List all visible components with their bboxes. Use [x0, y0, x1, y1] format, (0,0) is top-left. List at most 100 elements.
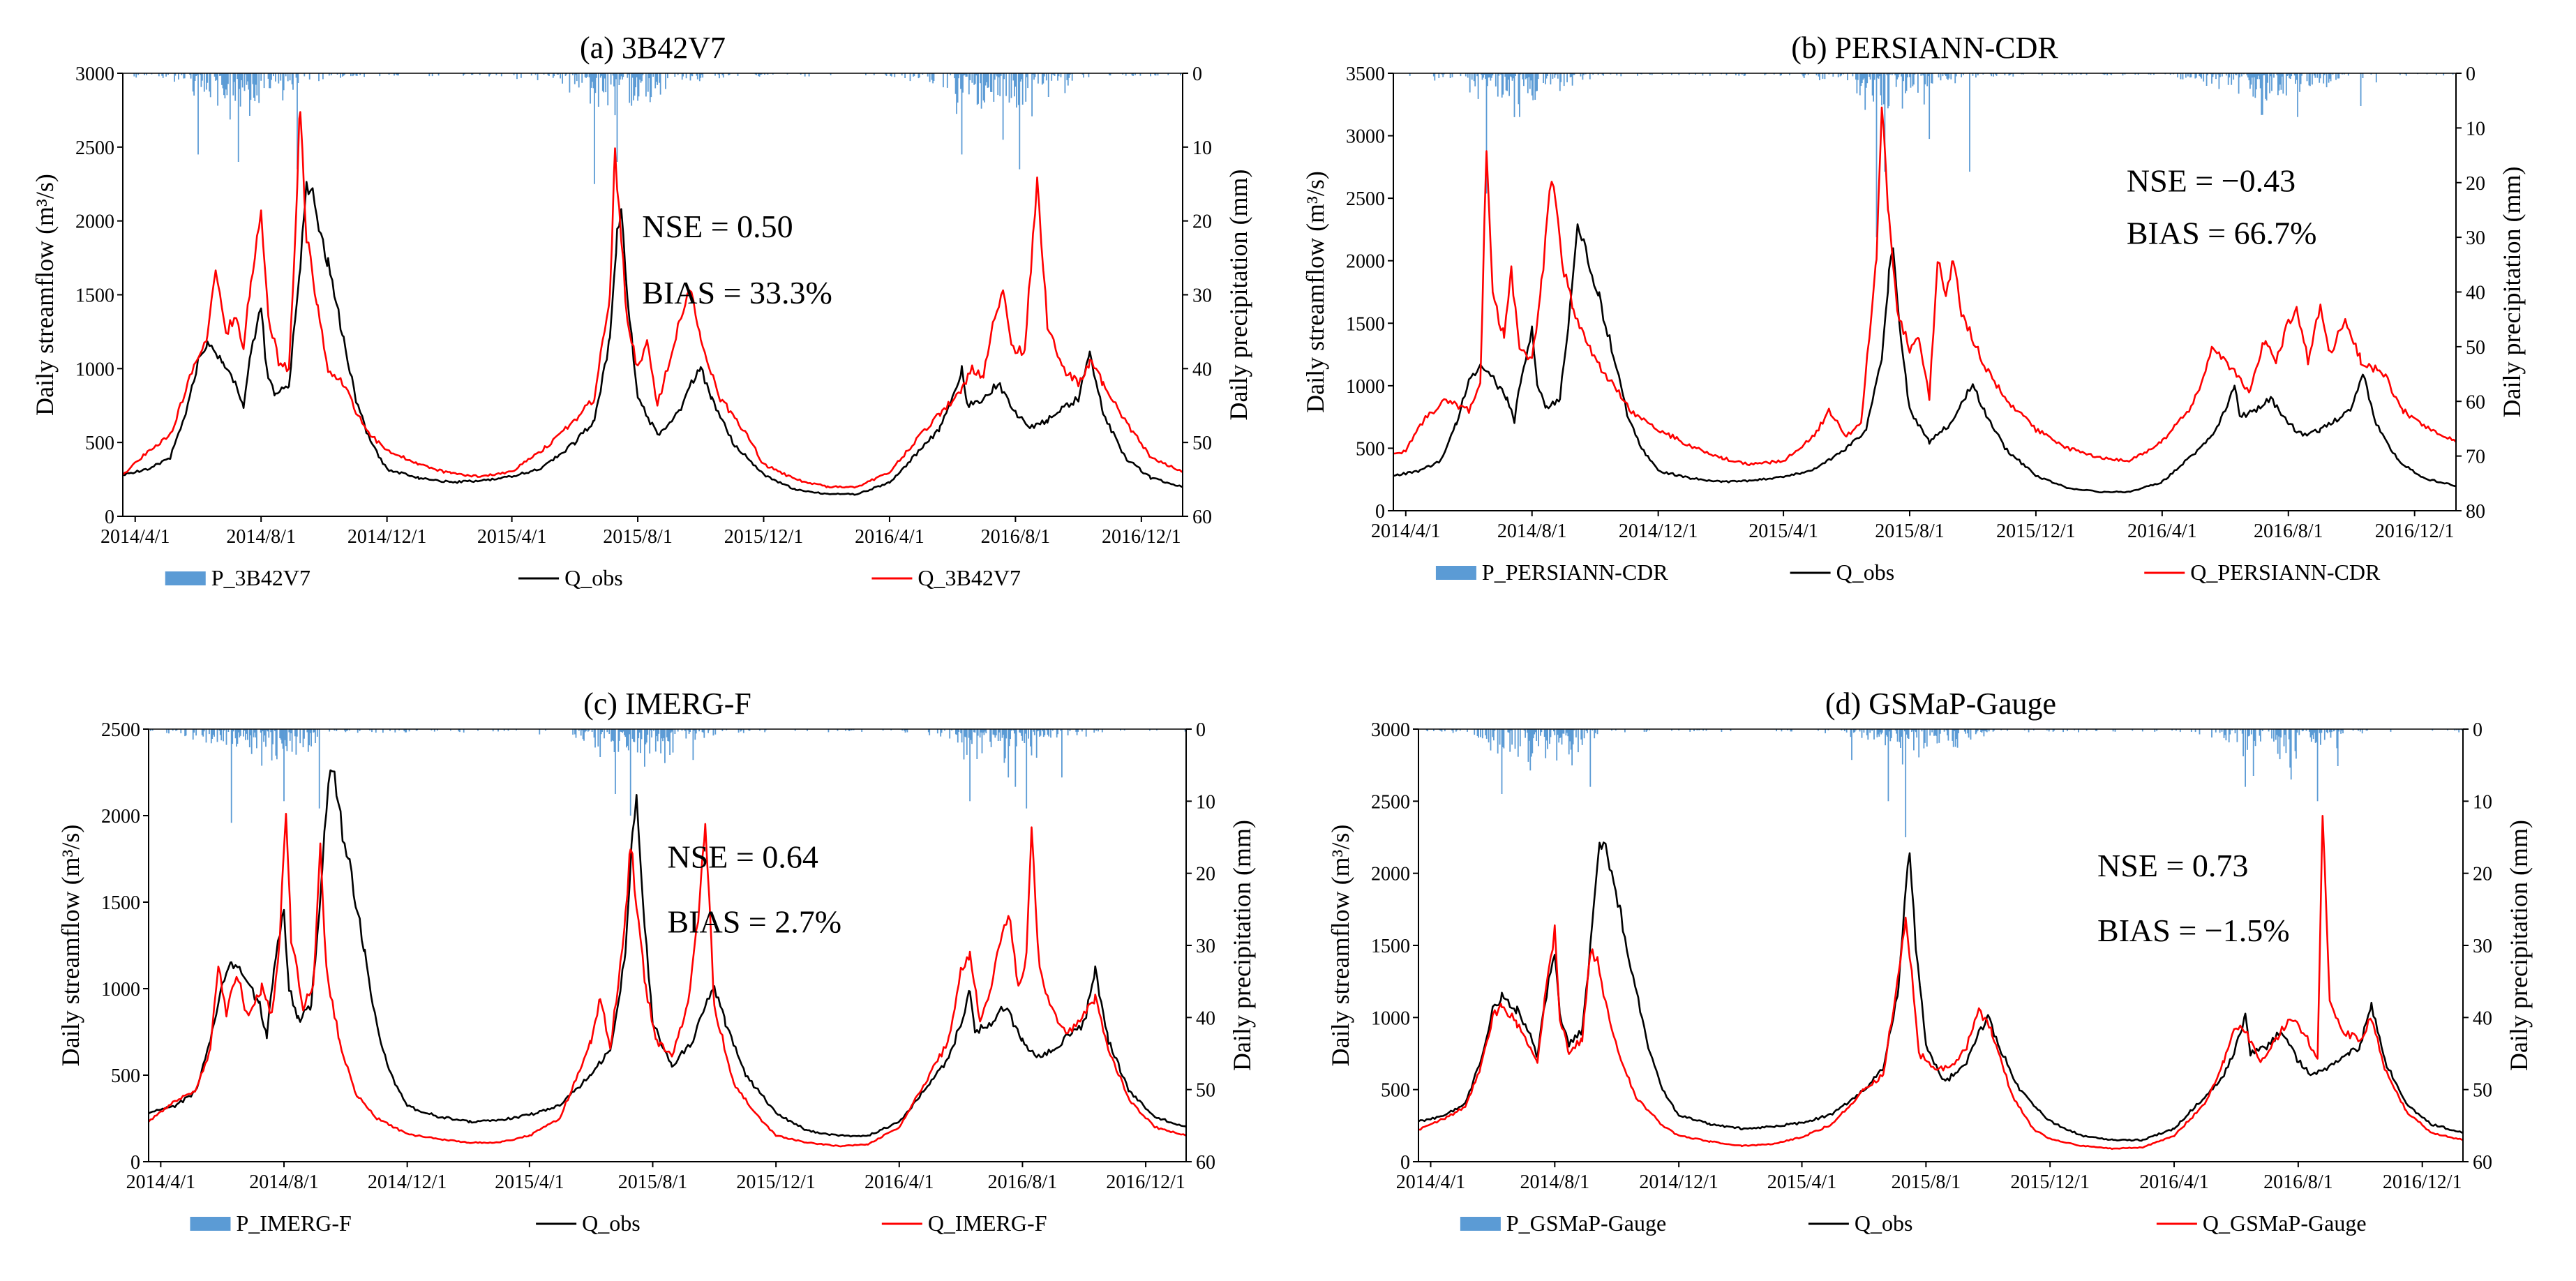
precip-bar: [165, 73, 167, 77]
y-tick-label: 2500: [1346, 188, 1385, 210]
precip-bar: [150, 729, 151, 731]
precip-bar: [161, 73, 163, 76]
precip-bar: [588, 729, 590, 731]
precip-bar: [2452, 73, 2454, 75]
legend-label: Q_obs: [582, 1211, 641, 1236]
y2-axis-label: Daily precipitation (mm): [1225, 170, 1252, 421]
precip-bar: [1560, 73, 1562, 82]
precip-bar: [2375, 73, 2377, 83]
precip-bar: [1873, 73, 1874, 102]
y2-tick-label: 50: [1192, 433, 1212, 454]
precip-bar: [980, 729, 982, 733]
precip-bar: [982, 73, 984, 100]
precip-bar: [2247, 729, 2249, 737]
precip-bar: [591, 729, 593, 732]
precip-bar: [371, 729, 373, 733]
precip-bar: [2194, 73, 2196, 79]
precip-bar: [292, 73, 294, 90]
precip-bar: [2323, 73, 2325, 84]
precip-bar: [828, 729, 830, 733]
precip-bar: [1476, 729, 1478, 736]
y2-axis-label: Daily precipitation (mm): [2498, 167, 2526, 418]
precip-bar: [2248, 73, 2250, 81]
bias-annotation: BIAS = 2.7%: [668, 904, 842, 939]
precip-bar: [574, 729, 576, 735]
precip-bar: [964, 729, 966, 737]
precip-bar: [267, 73, 269, 79]
precip-bar: [1926, 73, 1929, 87]
precip-bar: [408, 729, 410, 732]
precip-bar: [2194, 729, 2196, 733]
precip-bar: [976, 729, 978, 759]
precip-bar: [585, 729, 587, 731]
precip-bar: [1008, 729, 1010, 747]
precip-bar: [965, 729, 967, 737]
precip-bar: [2329, 729, 2330, 733]
precip-bar: [1879, 73, 1880, 77]
precip-bar: [2103, 73, 2105, 75]
x-tick-label: 2015/8/1: [618, 1171, 688, 1193]
precip-bar: [2358, 729, 2359, 731]
precip-bar: [1864, 73, 1866, 110]
precip-bar: [1452, 729, 1454, 733]
precip-bar: [219, 73, 220, 76]
precip-bar: [2261, 73, 2263, 115]
precip-bar: [618, 729, 620, 741]
precip-bar: [1963, 729, 1965, 732]
series-line-Q_GSMaP-Gauge: [1418, 815, 2464, 1151]
precip-bar: [2333, 729, 2335, 732]
precip-bar: [719, 73, 720, 79]
precip-bar: [2106, 73, 2109, 75]
precip-bar: [1527, 729, 1529, 762]
precip-bar: [1880, 73, 1882, 96]
precip-bar: [1047, 729, 1049, 735]
precip-bar: [861, 729, 863, 732]
precip-bar: [1884, 73, 1886, 172]
y-tick-label: 1500: [75, 285, 114, 307]
y2-tick-label: 40: [2473, 1007, 2492, 1029]
precip-bar: [576, 73, 578, 82]
precip-bar: [640, 729, 641, 754]
precip-bar: [1028, 729, 1029, 739]
precip-bar: [1075, 729, 1077, 732]
precip-bar: [357, 729, 359, 733]
precip-bar: [151, 729, 153, 731]
series-line-Q_obs: [1418, 841, 2464, 1142]
precip-bar: [946, 73, 948, 88]
legend-label: P_IMERG-F: [236, 1211, 351, 1236]
precip-bar: [1818, 73, 1820, 77]
precip-bar: [2314, 729, 2316, 743]
precip-bar: [998, 729, 1000, 733]
precip-bar: [737, 73, 739, 76]
precip-bar: [1583, 729, 1585, 739]
precip-bar: [1156, 729, 1158, 731]
precip-bar: [274, 729, 276, 731]
precip-bar: [190, 73, 192, 79]
x-tick-label: 2015/12/1: [724, 526, 804, 548]
precip-bar: [241, 73, 242, 80]
precip-bar: [428, 73, 430, 77]
precip-bar: [669, 729, 671, 755]
precip-bar: [2095, 729, 2097, 731]
precip-bar: [244, 73, 246, 91]
precip-bar: [627, 729, 629, 746]
precip-bar: [1790, 729, 1792, 732]
precip-bar: [2432, 729, 2434, 731]
precip-bar: [1527, 73, 1529, 93]
precip-bar: [1578, 729, 1579, 753]
precip-bar: [1460, 73, 1462, 77]
precip-bar: [245, 73, 246, 75]
precip-bar: [285, 729, 287, 747]
precip-bar: [2238, 73, 2240, 94]
precip-bar: [1776, 729, 1777, 732]
precip-bar: [1571, 73, 1573, 86]
precip-bar: [904, 73, 906, 78]
precip-bar: [2329, 73, 2330, 79]
x-tick-label: 2016/8/1: [2254, 520, 2323, 542]
y-tick-label: 0: [105, 507, 114, 528]
precip-bar: [167, 73, 169, 75]
y2-tick-label: 40: [1192, 359, 1212, 380]
precip-bar: [2331, 729, 2332, 733]
precip-bar: [1014, 73, 1017, 87]
precip-bar: [582, 729, 584, 740]
